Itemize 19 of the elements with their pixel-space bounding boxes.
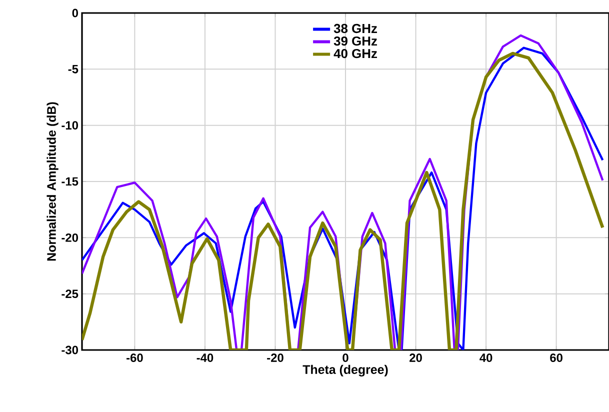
y-tick-label: -10 <box>62 121 78 130</box>
y-axis-title: Normalized Amplitude (dB) <box>46 102 58 261</box>
y-tick-label: -30 <box>62 346 78 354</box>
x-axis-title: Theta (degree) <box>302 364 388 376</box>
x-tick-label: 0 <box>342 354 348 362</box>
y-tick-label: -15 <box>62 177 78 186</box>
y-tick-label: -5 <box>68 65 78 74</box>
x-tick-label: -40 <box>196 354 214 362</box>
y-tick-label: 0 <box>72 8 78 18</box>
x-tick-label: 20 <box>410 354 422 362</box>
y-tick-label: -20 <box>62 233 78 242</box>
x-tick-label: -20 <box>267 354 284 362</box>
x-tick-label: -60 <box>126 354 143 362</box>
legend-label: 39 GHz <box>334 36 377 46</box>
x-tick-label: 40 <box>480 354 492 362</box>
legend-label: 40 GHz <box>334 48 377 58</box>
x-tick-label: 60 <box>550 354 562 362</box>
y-tick-label: -25 <box>62 290 78 298</box>
legend-label: 38 GHz <box>334 24 377 34</box>
